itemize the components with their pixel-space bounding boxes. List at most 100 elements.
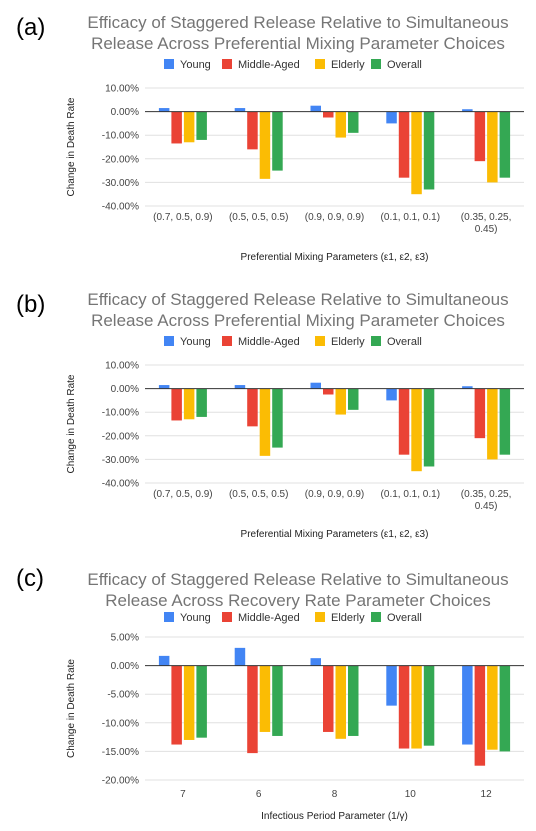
legend-label: Overall bbox=[387, 336, 422, 348]
legend-swatch bbox=[164, 59, 174, 69]
chart-title-line: Efficacy of Staggered Release Relative t… bbox=[87, 13, 509, 32]
chart-title-line: Efficacy of Staggered Release Relative t… bbox=[87, 290, 509, 309]
x-tick-label: 8 bbox=[332, 789, 338, 800]
y-tick-label: 10.00% bbox=[105, 361, 139, 372]
y-tick-label: -30.00% bbox=[102, 455, 139, 466]
y-tick-label: -10.00% bbox=[102, 131, 139, 142]
x-tick-label: (0.5, 0.5, 0.5) bbox=[229, 489, 288, 500]
x-tick-label: 0.45) bbox=[475, 224, 498, 235]
chart-title: Efficacy of Staggered Release Relative t… bbox=[60, 569, 536, 611]
bar bbox=[411, 388, 422, 472]
bar bbox=[158, 385, 170, 389]
y-tick-label: -5.00% bbox=[107, 690, 139, 701]
legend-swatch bbox=[164, 336, 174, 346]
legend-label: Middle-Aged bbox=[238, 612, 300, 624]
chart-title: Efficacy of Staggered Release Relative t… bbox=[60, 12, 536, 54]
panel-label: (a) bbox=[16, 14, 46, 41]
x-tick-label: (0.9, 0.9, 0.9) bbox=[305, 489, 364, 500]
bar bbox=[183, 111, 195, 143]
legend-swatch bbox=[315, 336, 325, 346]
bar bbox=[386, 665, 397, 706]
bar bbox=[158, 655, 170, 666]
y-tick-label: 0.00% bbox=[111, 107, 139, 118]
legend-label: Elderly bbox=[331, 59, 365, 71]
bar bbox=[234, 108, 246, 112]
bar bbox=[348, 665, 359, 736]
x-tick-label: (0.1, 0.1, 0.1) bbox=[381, 212, 440, 223]
y-axis-label: Change in Death Rate bbox=[66, 374, 77, 473]
bar bbox=[171, 665, 182, 745]
x-axis-label: Preferential Mixing Parameters (ε1, ε2, … bbox=[241, 252, 429, 263]
x-tick-label: 0.45) bbox=[475, 501, 498, 512]
bar bbox=[196, 388, 207, 417]
bar bbox=[348, 111, 359, 133]
chart-title-line: Release Across Preferential Mixing Param… bbox=[91, 311, 505, 330]
x-tick-label: 12 bbox=[481, 789, 493, 800]
bar bbox=[171, 388, 182, 421]
legend-label: Elderly bbox=[331, 336, 365, 348]
bar bbox=[335, 388, 346, 415]
bar bbox=[323, 111, 334, 118]
legend-swatch bbox=[371, 59, 381, 69]
y-axis-label: Change in Death Rate bbox=[66, 659, 77, 758]
legend-label: Overall bbox=[387, 59, 422, 71]
bar bbox=[335, 111, 346, 138]
bar bbox=[259, 388, 271, 456]
bar-chart: 10.00% 0.00% -10.00% -20.00% -30.00% -40.00% C… bbox=[66, 336, 524, 540]
bar bbox=[183, 665, 195, 740]
bar bbox=[499, 388, 511, 455]
bar bbox=[398, 665, 410, 749]
legend-swatch bbox=[371, 336, 381, 346]
bar bbox=[335, 665, 346, 739]
legend-swatch bbox=[164, 612, 174, 622]
legend-label: Young bbox=[180, 612, 211, 624]
x-tick-label: (0.7, 0.5, 0.9) bbox=[153, 212, 212, 223]
bar bbox=[247, 665, 258, 754]
y-axis-label: Change in Death Rate bbox=[66, 97, 77, 196]
bar bbox=[423, 665, 435, 746]
legend-label: Middle-Aged bbox=[238, 336, 300, 348]
bar-chart: 5.00% 0.00% -5.00% -10.00% -15.00% -20.00% Cha… bbox=[66, 612, 524, 822]
y-tick-label: 0.00% bbox=[111, 384, 139, 395]
bar bbox=[259, 665, 271, 732]
bar bbox=[323, 388, 334, 395]
y-tick-label: -15.00% bbox=[102, 747, 139, 758]
bar bbox=[310, 382, 321, 389]
bar bbox=[323, 665, 334, 732]
bar bbox=[247, 111, 258, 150]
x-tick-label: 7 bbox=[180, 789, 186, 800]
bar bbox=[272, 388, 283, 448]
bar bbox=[386, 111, 397, 124]
bar bbox=[411, 665, 422, 749]
bar bbox=[310, 105, 321, 112]
x-tick-label: (0.9, 0.9, 0.9) bbox=[305, 212, 364, 223]
bar bbox=[259, 111, 271, 179]
panel-label: (b) bbox=[16, 291, 46, 318]
bar bbox=[234, 647, 246, 666]
x-tick-label: (0.5, 0.5, 0.5) bbox=[229, 212, 288, 223]
bar-chart: 10.00% 0.00% -10.00% -20.00% -30.00% -40.00% C… bbox=[66, 59, 524, 263]
x-tick-label: 10 bbox=[405, 789, 417, 800]
chart-title: Efficacy of Staggered Release Relative t… bbox=[60, 289, 536, 331]
x-tick-label: (0.1, 0.1, 0.1) bbox=[381, 489, 440, 500]
chart-title-line: Release Across Recovery Rate Parameter C… bbox=[105, 591, 491, 610]
x-axis-label: Preferential Mixing Parameters (ε1, ε2, … bbox=[241, 529, 429, 540]
bar bbox=[272, 665, 283, 736]
panel-label: (c) bbox=[16, 565, 44, 592]
bar bbox=[247, 388, 258, 427]
x-tick-label: (0.35, 0.25, bbox=[461, 212, 512, 223]
bar bbox=[487, 665, 498, 750]
chart-panel-b: (b) Efficacy of Staggered Release Relati… bbox=[0, 277, 536, 552]
legend-swatch bbox=[222, 59, 232, 69]
x-tick-label: (0.7, 0.5, 0.9) bbox=[153, 489, 212, 500]
legend-label: Young bbox=[180, 59, 211, 71]
y-tick-label: -20.00% bbox=[102, 431, 139, 442]
bar bbox=[499, 665, 511, 752]
bar bbox=[158, 108, 170, 112]
y-tick-label: -20.00% bbox=[102, 154, 139, 165]
bar bbox=[474, 388, 486, 439]
bar bbox=[474, 665, 486, 766]
bar bbox=[272, 111, 283, 171]
legend-label: Young bbox=[180, 336, 211, 348]
y-tick-label: 5.00% bbox=[111, 633, 139, 644]
